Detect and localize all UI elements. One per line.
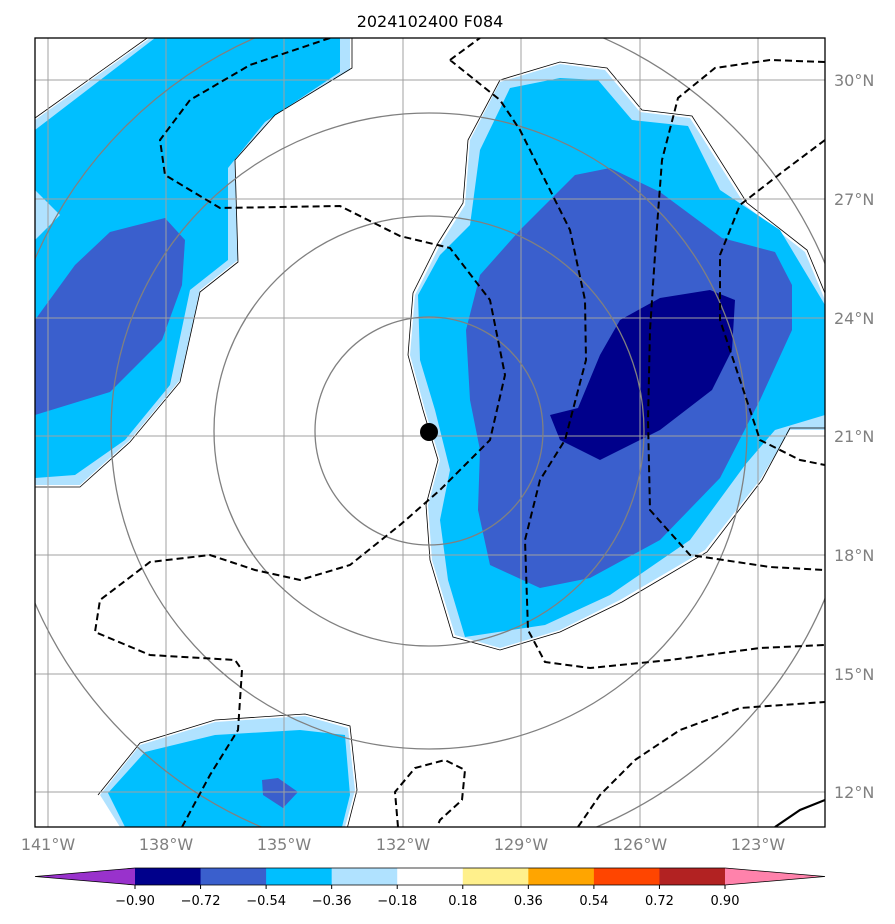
lon-tick-label: 132°W [376,835,431,854]
colorbar-tick-label: −0.90 [115,894,155,909]
colorbar-tick-label: 0.36 [514,894,543,909]
zero-contours [35,38,825,827]
lon-tick-label: 138°W [139,835,194,854]
shade-nw-dark [35,218,185,415]
lon-tick-label: 141°W [21,835,76,854]
colorbar-swatch [397,868,464,885]
colorbar-extend-min [35,868,135,885]
range-rings [35,38,825,827]
lat-tick-label: 30°N [834,71,874,90]
shade-east-darkest [550,290,735,460]
colorbar-swatch [462,868,529,885]
lon-tick-label: 126°W [613,835,668,854]
colorbar: −0.90 −0.72 −0.54 −0.36 −0.18 0.18 0.36 0.54 0.7… [34,867,826,909]
storm-center-marker [420,423,438,441]
lat-tick-label: 21°N [834,427,874,446]
colorbar-tick-label: −0.36 [312,894,352,909]
colorbar-swatch [266,868,333,885]
colorbar-tick-label: −0.72 [181,894,221,909]
shaded-contours [35,38,825,827]
map-area [35,38,825,827]
lat-tick-label: 12°N [834,783,874,802]
colorbar-extend-max [725,868,825,885]
lon-tick-label: 129°W [494,835,549,854]
solid-contour [774,798,825,827]
chart-title: 2024102400 F084 [357,12,504,31]
lat-tick-label: 18°N [834,546,874,565]
lon-tick-label: 123°W [731,835,786,854]
colorbar-tick-label: 0.18 [448,894,477,909]
colorbar-tick-label: −0.54 [246,894,286,909]
lat-tick-label: 15°N [834,665,874,684]
lon-tick-label: 135°W [257,835,312,854]
map-frame [34,37,826,828]
shade-sw-dark [262,778,298,808]
colorbar-swatch [593,868,660,885]
lat-tick-labels: 30°N 27°N 24°N 21°N 18°N 15°N 12°N [834,71,874,802]
colorbar-tick-label: 0.72 [645,894,674,909]
colorbar-swatch [528,868,595,885]
colorbar-tick-label: 0.90 [711,894,740,909]
lat-lon-grid [35,38,825,827]
colorbar-swatch [331,868,398,885]
colorbar-tick-label: 0.54 [579,894,608,909]
colorbar-swatch [135,868,202,885]
colorbar-tick-label: −0.18 [377,894,417,909]
shade-sw-medium [108,730,350,827]
lat-tick-label: 27°N [834,190,874,209]
colorbar-swatch [200,868,267,885]
lon-tick-labels: 141°W 138°W 135°W 132°W 129°W 126°W 123°… [21,835,786,854]
colorbar-swatch [659,868,726,885]
lat-tick-label: 24°N [834,309,874,328]
dashed-contours [93,38,825,827]
